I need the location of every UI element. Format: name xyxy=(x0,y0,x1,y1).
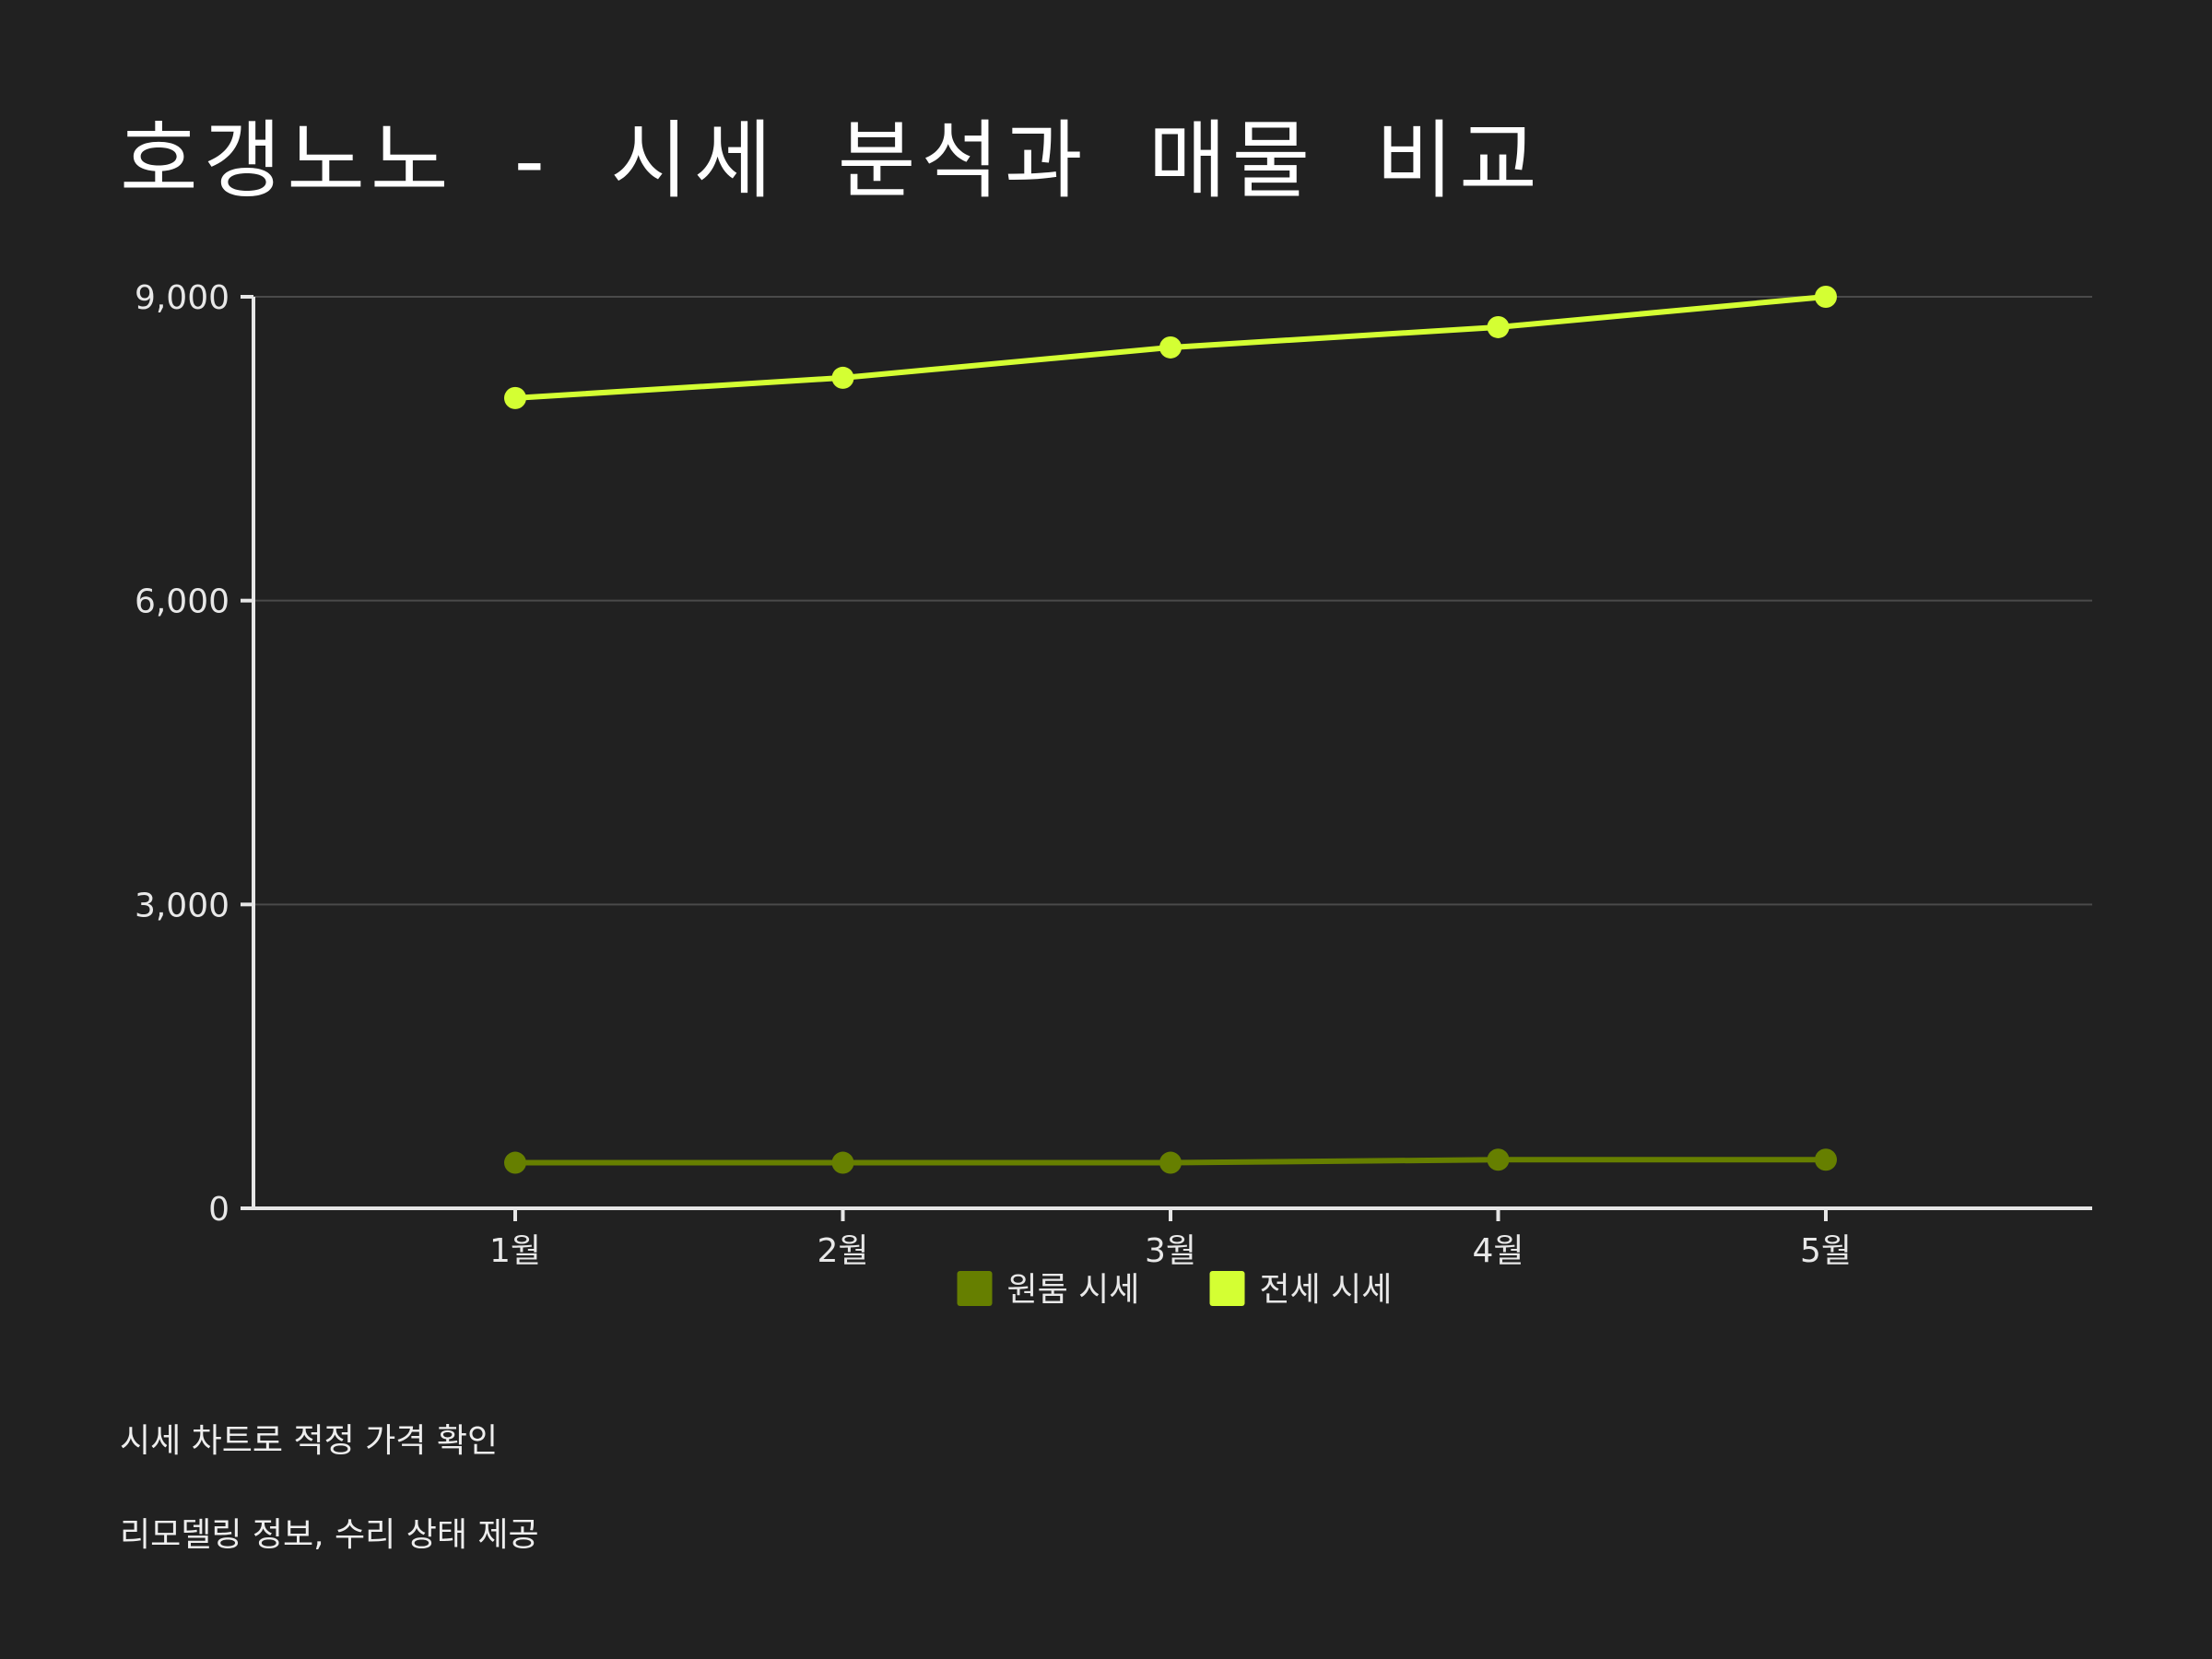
legend-swatch xyxy=(1209,1271,1245,1306)
series-2 xyxy=(504,286,1837,409)
legend-item-2: 전세 시세 xyxy=(1209,1271,1393,1309)
grid-lines xyxy=(253,296,2092,906)
data-point xyxy=(1487,1148,1510,1171)
data-point xyxy=(504,1151,526,1174)
data-point xyxy=(831,1151,854,1174)
y-tick-label: 0 xyxy=(208,1191,229,1229)
data-point xyxy=(831,366,854,389)
data-point xyxy=(1815,286,1837,308)
axes: 0 3,000 6,000 9,000 1월 2월 3월 4월 5월 xyxy=(135,279,2092,1270)
data-point xyxy=(1159,1151,1182,1174)
legend-label: 원룸 시세 xyxy=(1007,1271,1140,1309)
note-price-check: 시세 차트로 적정 가격 확인 xyxy=(120,1422,499,1460)
x-tick-label: 3월 xyxy=(1145,1232,1196,1270)
data-point xyxy=(504,386,526,409)
legend: 원룸 시세 전세 시세 xyxy=(957,1271,1393,1309)
x-tick-label: 5월 xyxy=(1800,1232,1852,1270)
x-tick-label: 2월 xyxy=(817,1232,868,1270)
note-remodeling-info: 리모델링 정보, 수리 상태 제공 xyxy=(120,1516,539,1554)
y-tick-label: 9,000 xyxy=(135,279,229,317)
y-tick-label: 6,000 xyxy=(135,583,229,621)
series-1 xyxy=(504,1148,1837,1174)
legend-item-1: 원룸 시세 xyxy=(957,1271,1140,1309)
data-point xyxy=(1487,315,1510,338)
y-tick-label: 3,000 xyxy=(135,887,229,924)
x-tick-label: 4월 xyxy=(1472,1232,1524,1270)
page-title: 호갱노노 - 시세 분석과 매물 비교 xyxy=(120,112,1543,210)
data-point xyxy=(1159,335,1182,359)
legend-label: 전세 시세 xyxy=(1260,1271,1393,1309)
x-tick-label: 1월 xyxy=(489,1232,541,1270)
data-point xyxy=(1815,1148,1837,1171)
series-lines xyxy=(504,286,1837,1174)
legend-swatch xyxy=(957,1271,993,1306)
